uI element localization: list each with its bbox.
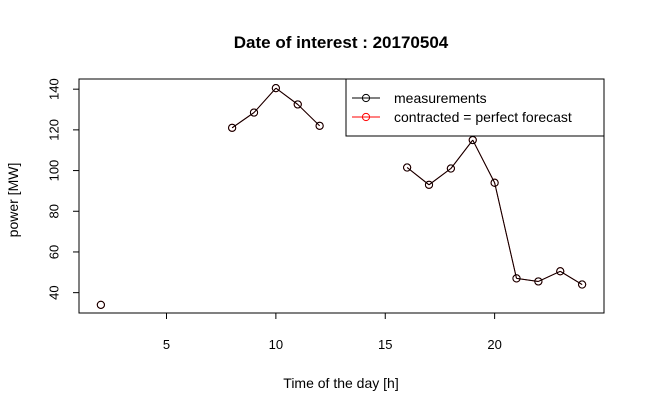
series-line-segment bbox=[472, 139, 496, 184]
data-point bbox=[446, 164, 455, 173]
series-line-segment bbox=[231, 112, 255, 129]
legend-marker bbox=[361, 93, 371, 103]
series-line-segment bbox=[297, 104, 320, 127]
legend-marker bbox=[361, 112, 371, 122]
series-line-segment bbox=[494, 182, 517, 279]
series-line-segment bbox=[559, 270, 583, 285]
data-point bbox=[249, 108, 259, 117]
y-tick-label: 140 bbox=[46, 78, 61, 100]
x-tick-label: 20 bbox=[487, 337, 501, 352]
series-line-segment bbox=[428, 168, 452, 186]
y-tick-label: 100 bbox=[46, 160, 61, 182]
legend-label: measurements bbox=[394, 90, 487, 106]
y-tick-label: 80 bbox=[46, 204, 61, 218]
legend-box bbox=[345, 78, 605, 137]
chart-title: Date of interest : 20170504 bbox=[234, 33, 449, 52]
data-point bbox=[556, 267, 565, 276]
series-layer bbox=[96, 84, 587, 309]
data-point bbox=[315, 121, 324, 130]
data-point bbox=[293, 100, 302, 109]
x-tick-label: 15 bbox=[378, 337, 392, 352]
x-axis: 5 10 15 20 bbox=[163, 312, 502, 352]
data-point bbox=[403, 163, 412, 172]
series-line-segment bbox=[450, 139, 474, 169]
x-tick-label: 10 bbox=[269, 337, 283, 352]
y-axis-label: power [MW] bbox=[5, 163, 21, 238]
y-tick-label: 120 bbox=[46, 119, 61, 141]
data-point bbox=[424, 180, 434, 189]
legend: measurements contracted = perfect forecas… bbox=[345, 78, 605, 137]
series-line-segment bbox=[275, 87, 299, 105]
data-point bbox=[468, 135, 477, 145]
legend-label: contracted = perfect forecast bbox=[394, 109, 572, 125]
series-line-segment bbox=[406, 167, 430, 186]
data-point bbox=[578, 280, 587, 289]
data-point bbox=[228, 123, 237, 132]
data-point bbox=[96, 300, 105, 309]
y-tick-label: 40 bbox=[46, 285, 61, 299]
data-point bbox=[271, 84, 280, 93]
data-point bbox=[490, 178, 499, 187]
x-tick-label: 5 bbox=[163, 337, 170, 352]
data-point bbox=[534, 277, 543, 286]
y-axis: 40 60 80 100 120 140 bbox=[46, 78, 80, 300]
x-axis-label: Time of the day [h] bbox=[283, 375, 398, 391]
data-point bbox=[512, 274, 521, 283]
series-line-segment bbox=[253, 87, 277, 113]
y-tick-label: 60 bbox=[46, 245, 61, 259]
